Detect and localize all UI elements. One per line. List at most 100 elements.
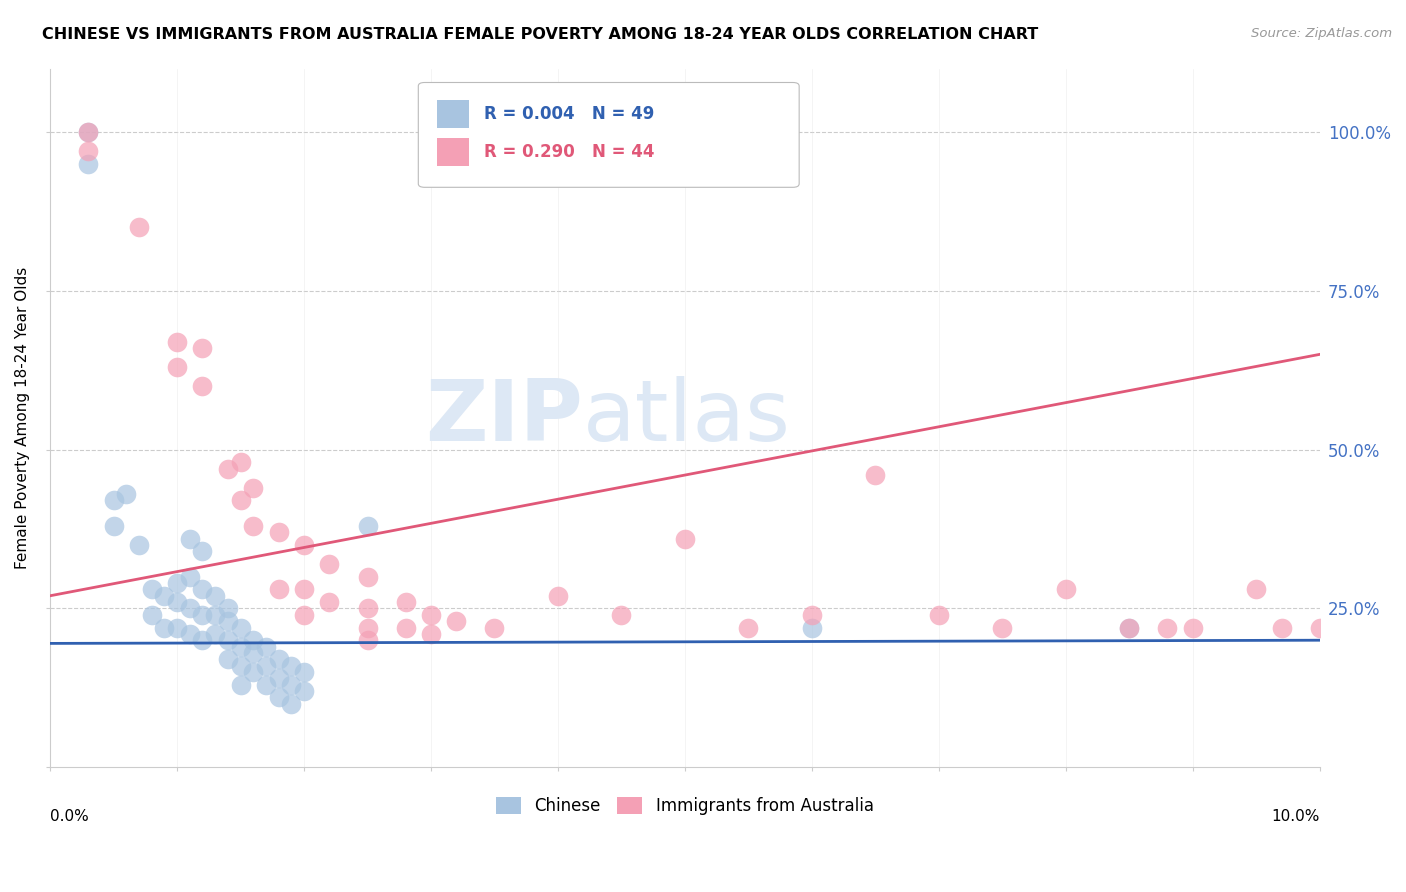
Point	[141, 607, 163, 622]
Point	[242, 646, 264, 660]
Point	[242, 633, 264, 648]
Point	[179, 532, 201, 546]
Point	[280, 658, 302, 673]
Text: R = 0.004   N = 49: R = 0.004 N = 49	[484, 105, 655, 123]
Point	[267, 525, 290, 540]
Point	[928, 607, 950, 622]
Point	[1156, 620, 1178, 634]
Point	[356, 620, 378, 634]
Point	[292, 582, 315, 597]
Point	[356, 519, 378, 533]
Point	[267, 652, 290, 666]
Point	[103, 519, 125, 533]
Point	[991, 620, 1014, 634]
Legend: Chinese, Immigrants from Australia: Chinese, Immigrants from Australia	[489, 790, 880, 822]
Point	[77, 144, 100, 158]
Point	[356, 633, 378, 648]
Point	[204, 607, 226, 622]
Point	[356, 570, 378, 584]
Point	[737, 620, 759, 634]
Point	[166, 360, 188, 375]
Point	[166, 576, 188, 591]
Point	[204, 589, 226, 603]
Point	[865, 468, 887, 483]
Point	[267, 690, 290, 705]
Point	[229, 455, 252, 469]
Point	[166, 334, 188, 349]
Point	[254, 640, 277, 654]
Point	[115, 487, 138, 501]
Point	[191, 544, 214, 558]
FancyBboxPatch shape	[419, 82, 799, 187]
Point	[166, 620, 188, 634]
Point	[394, 595, 416, 609]
Point	[128, 220, 150, 235]
Point	[292, 538, 315, 552]
Point	[318, 595, 340, 609]
Point	[292, 684, 315, 698]
Text: atlas: atlas	[583, 376, 792, 459]
Point	[229, 678, 252, 692]
Point	[673, 532, 696, 546]
Point	[547, 589, 569, 603]
Point	[103, 493, 125, 508]
Point	[166, 595, 188, 609]
Text: Source: ZipAtlas.com: Source: ZipAtlas.com	[1251, 27, 1392, 40]
Text: 10.0%: 10.0%	[1271, 809, 1320, 824]
Point	[153, 589, 176, 603]
Point	[1181, 620, 1204, 634]
Point	[242, 665, 264, 679]
Point	[292, 607, 315, 622]
Point	[1271, 620, 1294, 634]
Point	[229, 640, 252, 654]
Point	[191, 341, 214, 355]
Point	[267, 671, 290, 685]
Point	[229, 493, 252, 508]
Text: CHINESE VS IMMIGRANTS FROM AUSTRALIA FEMALE POVERTY AMONG 18-24 YEAR OLDS CORREL: CHINESE VS IMMIGRANTS FROM AUSTRALIA FEM…	[42, 27, 1039, 42]
Point	[204, 627, 226, 641]
Point	[420, 627, 443, 641]
Point	[1118, 620, 1140, 634]
Point	[318, 557, 340, 571]
Point	[610, 607, 633, 622]
Point	[242, 519, 264, 533]
Point	[1118, 620, 1140, 634]
Point	[1054, 582, 1077, 597]
Point	[191, 633, 214, 648]
Point	[191, 379, 214, 393]
Point	[800, 607, 823, 622]
Point	[77, 125, 100, 139]
Point	[280, 697, 302, 711]
Point	[153, 620, 176, 634]
Point	[254, 658, 277, 673]
Point	[800, 620, 823, 634]
Point	[217, 614, 239, 628]
Point	[420, 607, 443, 622]
Point	[128, 538, 150, 552]
Point	[254, 678, 277, 692]
Point	[229, 658, 252, 673]
Point	[484, 620, 506, 634]
Text: R = 0.290   N = 44: R = 0.290 N = 44	[484, 144, 655, 161]
Y-axis label: Female Poverty Among 18-24 Year Olds: Female Poverty Among 18-24 Year Olds	[15, 267, 30, 569]
Point	[179, 570, 201, 584]
FancyBboxPatch shape	[437, 100, 470, 128]
Point	[229, 620, 252, 634]
Point	[1309, 620, 1331, 634]
Point	[179, 627, 201, 641]
Text: 0.0%: 0.0%	[51, 809, 89, 824]
Point	[191, 582, 214, 597]
Text: ZIP: ZIP	[426, 376, 583, 459]
Point	[292, 665, 315, 679]
Point	[394, 620, 416, 634]
Point	[191, 607, 214, 622]
Point	[217, 652, 239, 666]
FancyBboxPatch shape	[437, 138, 470, 166]
Point	[179, 601, 201, 615]
Point	[446, 614, 468, 628]
Point	[267, 582, 290, 597]
Point	[217, 601, 239, 615]
Point	[141, 582, 163, 597]
Point	[77, 125, 100, 139]
Point	[242, 481, 264, 495]
